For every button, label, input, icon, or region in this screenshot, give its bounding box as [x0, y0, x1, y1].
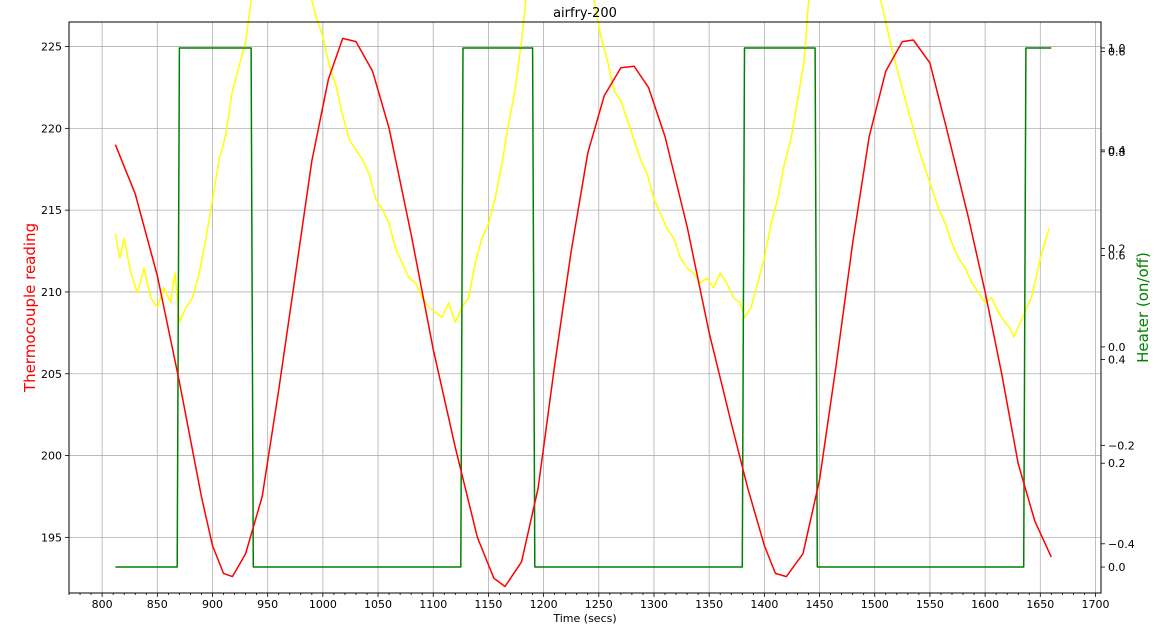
x-tick-label: 1650 [1026, 598, 1054, 611]
y-right-heater-tick-label: 0.2 [1108, 457, 1126, 470]
series-layer [114, 0, 1052, 588]
y-right-heater-tick-label: 0.4 [1108, 353, 1126, 366]
x-tick-label: 1450 [806, 598, 834, 611]
chart-title: airfry-200 [553, 6, 617, 21]
y-right-secondary-tick-label: 0.4 [1108, 144, 1126, 157]
x-tick-label: 1700 [1081, 598, 1109, 611]
x-tick-label: 1350 [695, 598, 723, 611]
y-left-tick-label: 215 [41, 204, 62, 217]
x-tick-label: 1050 [364, 598, 392, 611]
y-left-tick-label: 200 [41, 450, 62, 463]
x-axis: 800 850 900 950 1000 1050 1100 1150 1200 1250 1300… [68, 593, 1109, 611]
y-left-tick-label: 225 [41, 41, 62, 54]
y-axis-left: 195 200 205 210 215 220 225 [41, 41, 69, 544]
x-tick-label: 1150 [474, 598, 502, 611]
x-tick-label: 1300 [640, 598, 668, 611]
x-tick-label: 950 [257, 598, 278, 611]
x-tick-label: 850 [147, 598, 168, 611]
grid-lines [69, 22, 1101, 593]
y-axis-left-label: Thermocouple reading [21, 223, 39, 393]
plot-frame [68, 21, 1102, 594]
x-tick-label: 1500 [861, 598, 889, 611]
y-right-secondary-tick-label: −0.4 [1108, 538, 1135, 551]
thermocouple-line [114, 37, 1052, 588]
y-left-tick-label: 195 [41, 531, 62, 544]
y-right-secondary-tick-label: 0.0 [1108, 341, 1126, 354]
x-tick-label: 1100 [419, 598, 447, 611]
x-tick-label: 800 [92, 598, 113, 611]
y-right-heater-tick-label: 0.0 [1108, 561, 1126, 574]
x-tick-label: 1600 [971, 598, 999, 611]
y-right-secondary-tick-label: −0.2 [1108, 439, 1135, 452]
y-left-tick-label: 210 [41, 286, 62, 299]
rate-line [114, 0, 1050, 338]
x-tick-label: 900 [202, 598, 223, 611]
y-right-secondary-tick-label: 0.2 [1108, 242, 1126, 255]
x-tick-label: 1000 [309, 598, 337, 611]
y-right-heater-tick-label: 0.8 [1108, 146, 1126, 159]
y-right-heater-tick-label: 0.6 [1108, 250, 1126, 263]
y-left-tick-label: 220 [41, 122, 62, 135]
x-axis-label: Time (secs) [552, 612, 616, 624]
y-right-secondary-tick-label: 0.6 [1108, 46, 1126, 59]
y-right-heater-tick-label: 1.0 [1108, 42, 1126, 55]
y-axis-right-label: Heater (on/off) [1134, 252, 1152, 363]
x-tick-label: 1550 [916, 598, 944, 611]
y-axis-right: 0.0 0.2 0.4 0.6 0.8 1.0 −0.4 −0.2 0.0 0.2 0.4 0.6 [1101, 42, 1135, 574]
x-tick-label: 1400 [750, 598, 778, 611]
x-tick-label: 1250 [585, 598, 613, 611]
heater-line [115, 47, 1052, 568]
x-tick-label: 1200 [530, 598, 558, 611]
y-left-tick-label: 205 [41, 368, 62, 381]
